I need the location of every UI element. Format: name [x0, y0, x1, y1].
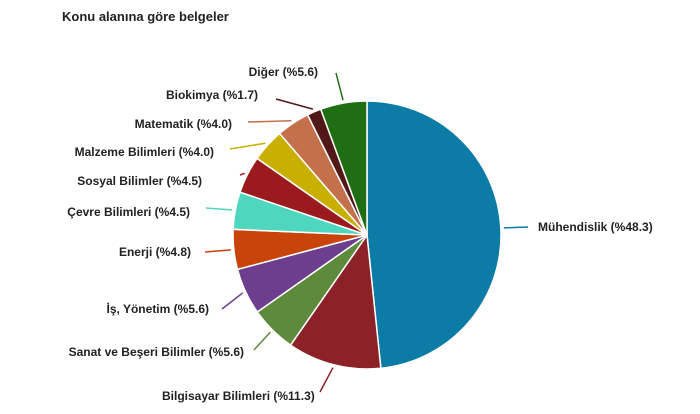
- leader-lines: [204, 72, 529, 393]
- leader-sanat-ve-beseri-bilimler: [253, 331, 271, 351]
- leader-cevre-bilimleri: [205, 207, 233, 211]
- chart-title: Konu alanına göre belgeler: [62, 9, 229, 24]
- label-muhendislik: Mühendislik (%48.3): [538, 220, 653, 234]
- label-matematik: Matematik (%4.0): [135, 117, 232, 131]
- label-is-yonetim: İş, Yönetim (%5.6): [107, 301, 209, 316]
- label-bilgisayar-bilimleri: Bilgisayar Bilimleri (%11.3): [162, 389, 315, 403]
- leader-enerji: [204, 249, 231, 253]
- leader-diger: [335, 72, 344, 101]
- slice-labels: Mühendislik (%48.3) Bilgisayar Bilimleri …: [67, 65, 652, 403]
- label-sosyal-bilimler: Sosyal Bilimler (%4.5): [77, 174, 202, 188]
- leader-is-yonetim: [221, 292, 244, 310]
- label-biokimya: Biokimya (%1.7): [166, 88, 258, 102]
- leader-sosyal-bilimler: [239, 172, 245, 176]
- label-sanat-ve-beseri-bilimler: Sanat ve Beşeri Bilimler (%5.6): [69, 345, 244, 359]
- label-malzeme-bilimleri: Malzeme Bilimleri (%4.0): [75, 145, 214, 159]
- pie-slices: [232, 100, 502, 370]
- leader-bilgisayar-bilimleri: [319, 367, 334, 393]
- leader-muhendislik: [503, 226, 529, 229]
- label-diger: Diğer (%5.6): [249, 65, 318, 79]
- slice-bilgisayar-bilimleri[interactable]: [289, 232, 382, 370]
- slice-diger[interactable]: [319, 100, 368, 236]
- leader-malzeme-bilimleri: [229, 142, 266, 150]
- label-cevre-bilimleri: Çevre Bilimleri (%4.5): [67, 205, 190, 219]
- label-enerji: Enerji (%4.8): [119, 245, 191, 259]
- leader-biokimya: [275, 98, 314, 110]
- leader-matematik: [247, 120, 292, 123]
- slice-muhendislik[interactable]: [366, 100, 502, 370]
